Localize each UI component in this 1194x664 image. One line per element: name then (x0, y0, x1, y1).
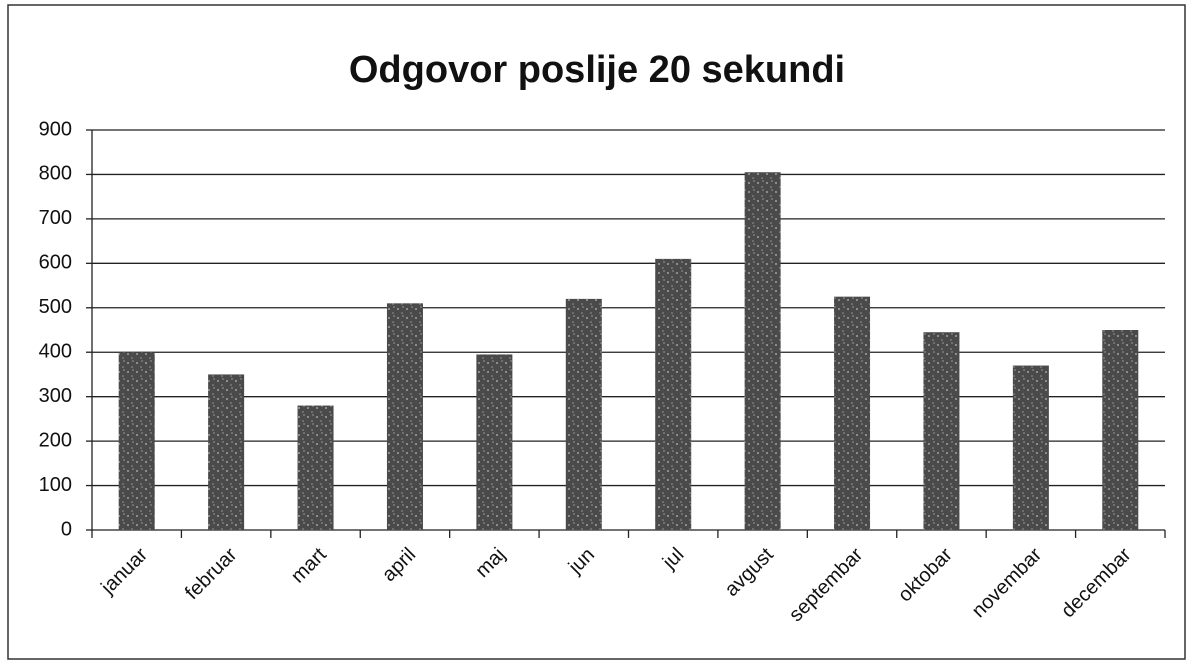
y-tick-label: 300 (39, 385, 72, 407)
bar-texture (744, 172, 781, 530)
bar-texture (565, 298, 602, 530)
bar-texture (923, 332, 960, 530)
bar-texture (386, 303, 423, 530)
y-tick-label: 500 (39, 296, 72, 318)
chart-title: Odgovor poslije 20 sekundi (349, 49, 845, 91)
y-tick-label: 900 (39, 118, 72, 140)
y-tick-label: 800 (39, 163, 72, 185)
bar-texture (208, 374, 245, 530)
y-tick-label: 200 (39, 429, 72, 451)
y-tick-label: 0 (61, 518, 72, 540)
bar-texture (476, 354, 513, 530)
bar-texture (655, 258, 692, 530)
bar-texture (118, 352, 155, 530)
bar-texture (1102, 330, 1139, 530)
y-tick-label: 400 (39, 341, 72, 363)
bar-texture (297, 405, 334, 530)
y-tick-label: 600 (39, 252, 72, 274)
y-tick-label: 700 (39, 207, 72, 229)
y-tick-label: 100 (39, 474, 72, 496)
bar-texture (834, 296, 871, 530)
bar-texture (1012, 365, 1049, 530)
